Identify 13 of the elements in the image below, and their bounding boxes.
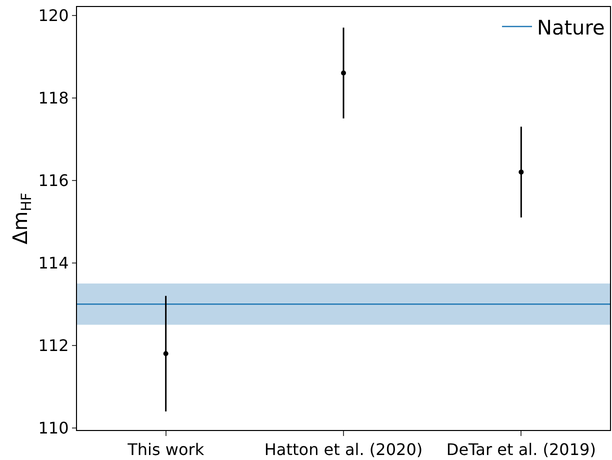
y-tick-label: 114: [38, 253, 69, 272]
x-tick-label: DeTar et al. (2019): [446, 440, 596, 460]
point: [518, 170, 524, 175]
y-tick-label: 118: [38, 88, 69, 108]
y-tick-label: 116: [38, 170, 69, 190]
y-tick-label: 112: [38, 336, 69, 355]
x-tick-label: Hatton et al. (2020): [264, 440, 423, 460]
y-tick-label: 110: [38, 418, 69, 438]
point: [163, 351, 168, 356]
y-tick-label: 120: [38, 6, 69, 25]
legend-label: Nature: [537, 15, 605, 40]
x-tick-label: This work: [126, 440, 205, 460]
point: [341, 70, 346, 76]
